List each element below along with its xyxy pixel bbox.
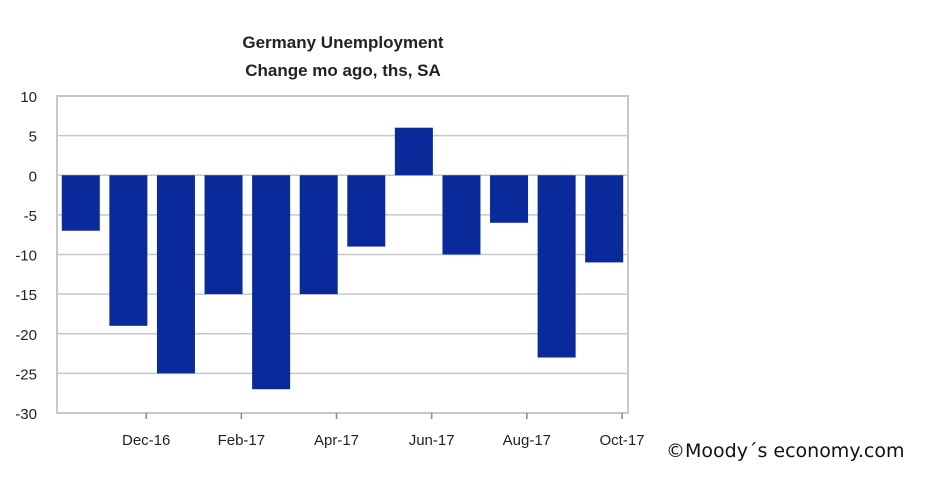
y-tick-label: -5 [24, 208, 37, 225]
bar [442, 175, 481, 255]
chart: Germany Unemployment Change mo ago, ths,… [15, 33, 644, 449]
bar [61, 175, 100, 231]
bar [537, 175, 576, 358]
chart-subtitle: Change mo ago, ths, SA [245, 61, 441, 80]
chart-title: Germany Unemployment [242, 33, 444, 52]
x-tick-label: Oct-17 [599, 432, 644, 449]
x-tick-label: Apr-17 [314, 432, 359, 449]
y-tick-label: -20 [15, 327, 37, 344]
chart-plot: 10 5 0 -5 -10 -15 -20 -25 -30 Dec-16 Feb-17 Apr-17 J… [15, 89, 644, 449]
y-tick-label: -15 [15, 287, 37, 304]
y-tick-label: -25 [15, 366, 37, 383]
bar [490, 175, 529, 223]
bar [204, 175, 243, 295]
bar [585, 175, 624, 263]
x-tick-label: Jun-17 [409, 432, 455, 449]
y-tick-label: 5 [29, 129, 37, 146]
x-tick-label: Aug-17 [503, 432, 551, 449]
bar [252, 175, 291, 390]
x-tick-label: Dec-16 [122, 432, 170, 449]
bar [109, 175, 148, 326]
source-credit: ©Moody´s economy.com [666, 440, 905, 462]
bar [347, 175, 386, 247]
y-tick-label: -10 [15, 248, 37, 265]
y-tick-label: 0 [29, 168, 37, 185]
bar [394, 127, 433, 176]
y-tick-label: -30 [15, 406, 37, 423]
y-tick-label: 10 [20, 89, 37, 106]
x-tick-label: Feb-17 [218, 432, 266, 449]
plot-frame [56, 95, 629, 414]
bar [299, 175, 338, 295]
bar [156, 175, 195, 374]
